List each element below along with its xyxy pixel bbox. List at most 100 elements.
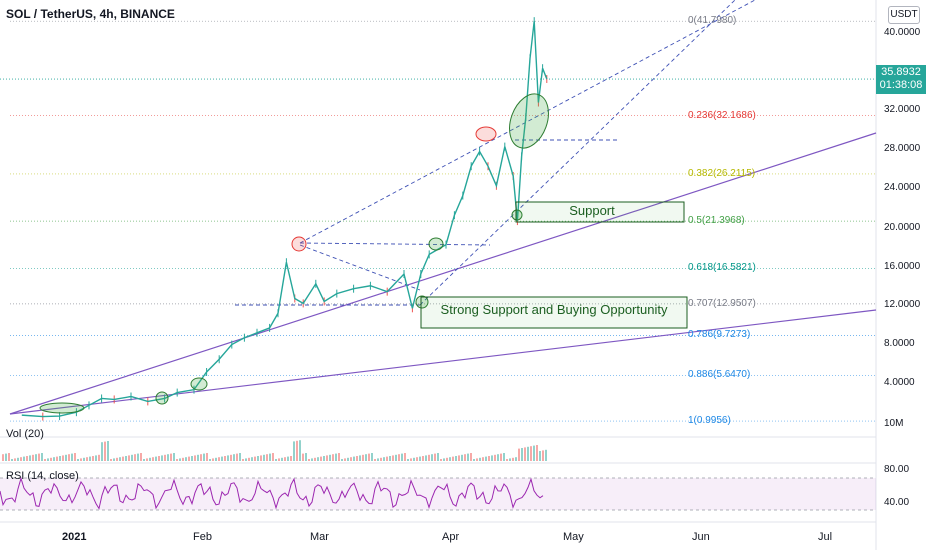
volume-bar [188,456,190,461]
volume-bar [332,454,334,461]
touch-point-marker [511,209,523,221]
volume-bar [425,455,427,461]
volume-bar [167,454,169,461]
volume-bar [152,457,154,461]
volume-bar [482,457,484,461]
current-price-tag: 35.8932 01:38:08 [876,65,926,94]
volume-bar [296,440,298,461]
volume-bar [161,455,163,461]
touch-point-marker [428,237,444,251]
volume-bar [503,453,505,461]
volume-bar [407,459,409,461]
volume-bar [107,441,109,461]
volume-bar [140,453,142,461]
volume-bar [266,454,268,461]
x-tick-feb: Feb [193,531,212,543]
volume-bar [500,453,502,461]
volume-bar [17,457,19,461]
volume-bar [257,456,259,461]
volume-bar [473,459,475,461]
volume-bar [260,455,262,461]
x-tick-apr: Apr [442,531,460,543]
volume-bar [131,454,133,461]
price-line [21,21,548,418]
strong-support-box [420,296,688,329]
rsi-pane-label[interactable]: RSI (14, close) [6,470,79,482]
volume-bar [443,458,445,461]
volume-bar [455,456,457,461]
volume-bar [20,457,22,461]
volume-bar [95,455,97,461]
volume-bar [125,456,127,461]
y-tick-12: 12.0000 [884,299,921,310]
volume-bar [23,456,25,461]
volume-bar [236,453,238,461]
breakout-ellipse [509,93,549,149]
strong-support-note: Strong Support and Buying Opportunity [440,302,668,317]
volume-bar [308,459,310,461]
fib-level-label: 0(41.7980) [688,15,737,27]
volume-bar [92,456,94,461]
volume-bar [320,456,322,461]
volume-bar [14,458,16,461]
volume-bar [272,453,274,461]
volume-bar [65,454,67,461]
rsi-band [0,478,876,510]
volume-bar [371,453,373,461]
y-tick-24: 24.0000 [884,182,921,193]
top-marker [475,126,497,142]
fib-level-label: 1(0.9956) [688,415,731,427]
currency-badge[interactable]: USDT [888,6,920,24]
y-tick-16: 16.0000 [884,261,921,272]
volume-bar [233,454,235,461]
volume-pane-label[interactable]: Vol (20) [6,428,44,440]
volume-bar [353,456,355,461]
triangle-line [299,244,421,291]
volume-bar [224,456,226,461]
candle-countdown: 01:38:08 [879,79,923,91]
volume-bar [365,454,367,461]
y-tick-20: 20.0000 [884,222,921,233]
volume-bar [398,454,400,461]
volume-bar [281,457,283,461]
volume-bar [335,453,337,461]
volume-bar [110,459,112,461]
volume-bar [242,459,244,461]
volume-bar [290,456,292,461]
volume-bar [464,454,466,461]
volume-bar [512,457,514,461]
volume-bar [506,459,508,461]
fib-level-label: 0.618(16.5821) [688,262,756,274]
volume-bar [278,458,280,461]
volume-bar [494,454,496,461]
volume-bar [515,457,517,461]
symbol-title[interactable]: SOL / TetherUS, 4h, BINANCE [6,7,175,21]
volume-bar [191,456,193,461]
volume-bar [251,457,253,461]
trend-line-lower [9,309,877,415]
volume-bar [194,455,196,461]
volume-bar [206,453,208,461]
volume-bar [248,457,250,461]
volume-bar [521,448,523,461]
volume-bar [446,457,448,461]
volume-bar [182,457,184,461]
volume-bar [347,457,349,461]
volume-bar [389,456,391,461]
volume-bar [143,459,145,461]
x-tick-jun: Jun [692,531,710,543]
volume-bar [431,454,433,461]
volume-bar [179,458,181,461]
touch-point-marker [415,295,429,309]
volume-bar [302,453,304,461]
volume-bar [71,453,73,461]
volume-bar [368,453,370,461]
volume-bar [386,456,388,461]
volume-bar [230,454,232,461]
volume-bar [104,441,106,461]
volume-bar [203,453,205,461]
volume-bar [284,457,286,461]
volume-bar [341,459,343,461]
